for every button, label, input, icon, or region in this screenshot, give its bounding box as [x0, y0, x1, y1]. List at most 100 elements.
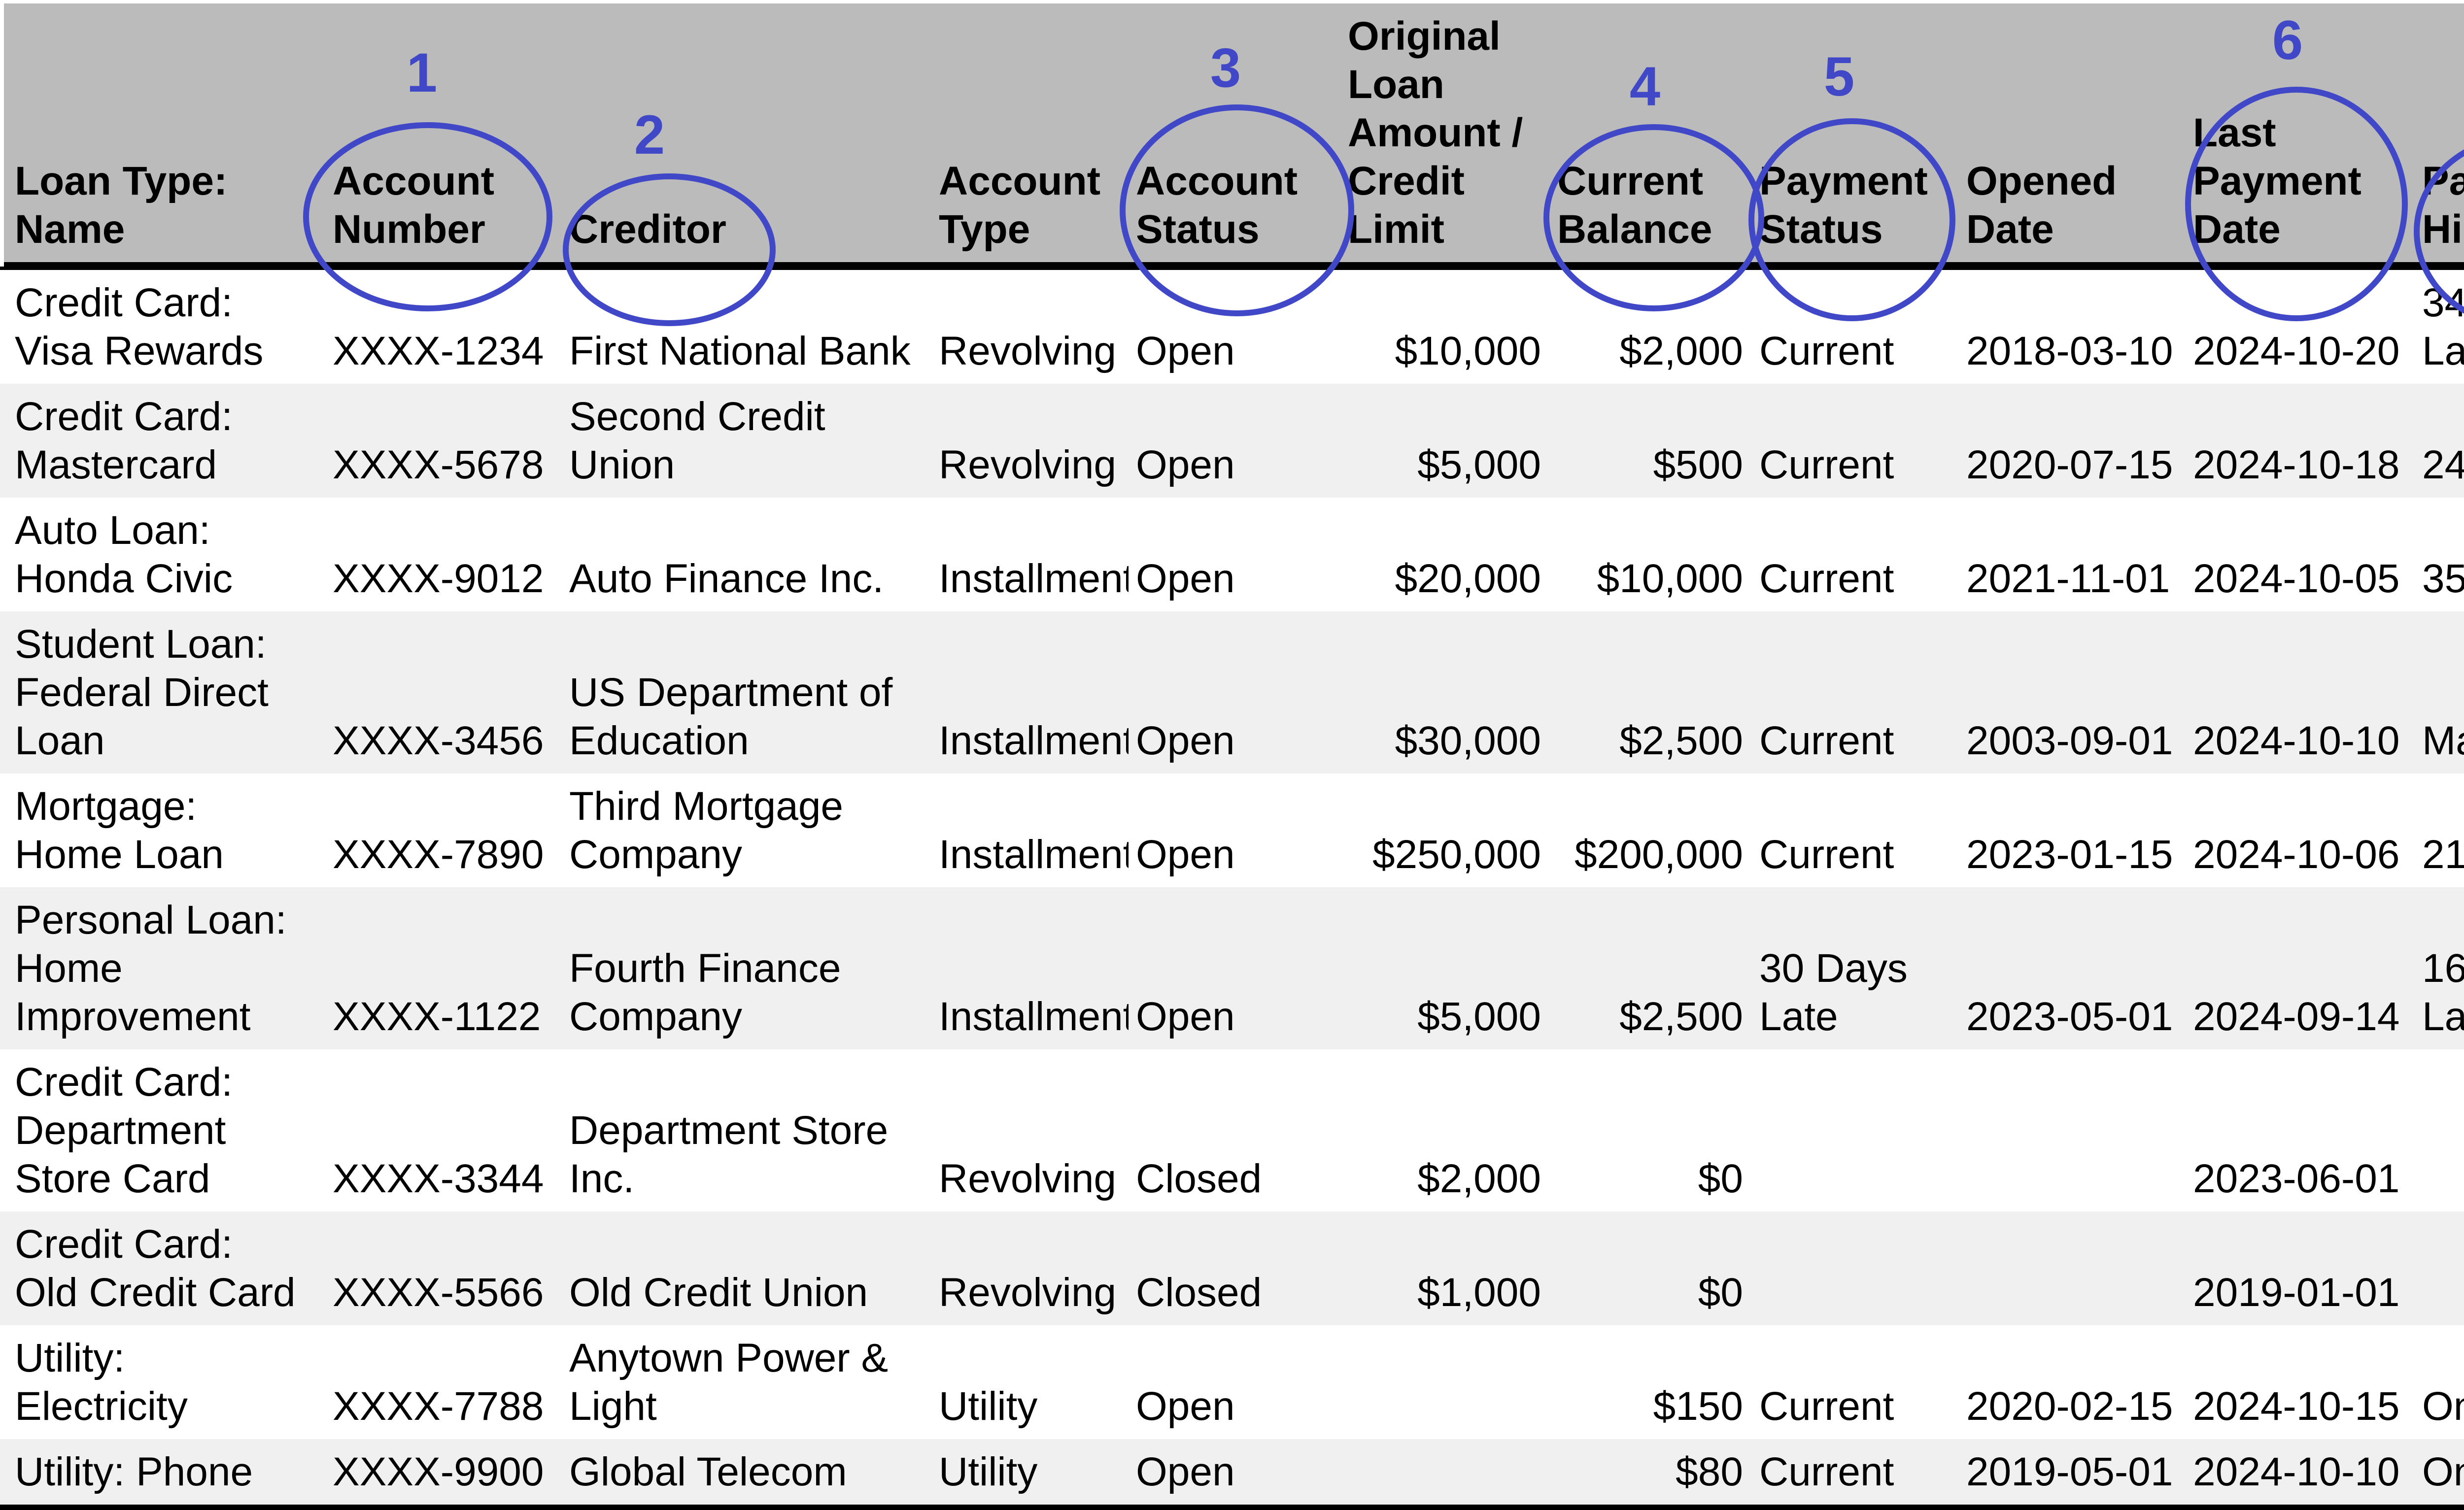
- table-row: Credit Card: Old Credit Card XXXX-5566 O…: [0, 1211, 2464, 1325]
- cell-account-type: Revolving: [931, 384, 1129, 498]
- cell-creditor: Global Telecom: [562, 1439, 931, 1510]
- cell-original-amount: [1340, 1439, 1550, 1510]
- cell-current-balance: $500: [1550, 384, 1752, 498]
- annotation-number-5: 5: [1823, 46, 1855, 107]
- cell-payment-status: [1752, 1211, 1959, 1325]
- cell-current-balance: $2,500: [1550, 887, 1752, 1049]
- cell-account-type: Revolving: [931, 266, 1129, 384]
- cell-payment-history: 21 On Time: [2415, 773, 2464, 887]
- cell-opened-date: [1959, 1211, 2186, 1325]
- cell-account-number: XXXX-7788: [325, 1325, 562, 1439]
- cell-loan-type: Mortgage: Home Loan: [0, 773, 325, 887]
- page-margin-top: [0, 0, 2464, 3]
- table-row: Personal Loan: Home Improvement XXXX-112…: [0, 887, 2464, 1049]
- cell-payment-history: 16 On Time, 1 Late (30 days): [2415, 887, 2464, 1049]
- cell-account-status: Open: [1129, 498, 1340, 611]
- cell-account-type: Revolving: [931, 1211, 1129, 1325]
- cell-account-number: XXXX-3344: [325, 1049, 562, 1211]
- cell-creditor: Department Store Inc.: [562, 1049, 931, 1211]
- table-row: Utility: Electricity XXXX-7788 Anytown P…: [0, 1325, 2464, 1439]
- cell-account-type: Utility: [931, 1325, 1129, 1439]
- cell-opened-date: [1959, 1049, 2186, 1211]
- cell-loan-type: Utility: Phone: [0, 1439, 325, 1510]
- cell-payment-status: Current: [1752, 611, 1959, 773]
- annotation-ellipse-account-status: [1120, 104, 1354, 316]
- cell-last-payment-date: 2019-01-01: [2186, 1211, 2415, 1325]
- cell-loan-type: Personal Loan: Home Improvement: [0, 887, 325, 1049]
- cell-opened-date: 2023-01-15: [1959, 773, 2186, 887]
- cell-opened-date: 2019-05-01: [1959, 1439, 2186, 1510]
- col-header-loan-type: Loan Type: Name: [0, 3, 325, 270]
- cell-original-amount: $250,000: [1340, 773, 1550, 887]
- cell-original-amount: $20,000: [1340, 498, 1550, 611]
- col-header-original-amount: Original Loan Amount / Credit Limit: [1340, 3, 1550, 270]
- annotation-number-4: 4: [1629, 56, 1661, 117]
- cell-payment-history: On Time: [2415, 1439, 2464, 1510]
- cell-account-status: Open: [1129, 887, 1340, 1049]
- cell-original-amount: $10,000: [1340, 266, 1550, 384]
- cell-payment-history: 24 On Time: [2415, 384, 2464, 498]
- table-row: Utility: Phone XXXX-9900 Global Telecom …: [0, 1439, 2464, 1510]
- cell-payment-history: [2415, 1211, 2464, 1325]
- cell-payment-status: 30 Days Late: [1752, 887, 1959, 1049]
- cell-account-status: Closed: [1129, 1211, 1340, 1325]
- cell-last-payment-date: 2024-10-10: [2186, 611, 2415, 773]
- cell-last-payment-date: 2024-10-06: [2186, 773, 2415, 887]
- cell-opened-date: 2021-11-01: [1959, 498, 2186, 611]
- table-row: Auto Loan: Honda Civic XXXX-9012 Auto Fi…: [0, 498, 2464, 611]
- annotation-number-2: 2: [634, 104, 665, 166]
- cell-account-number: XXXX-9900: [325, 1439, 562, 1510]
- cell-creditor: Auto Finance Inc.: [562, 498, 931, 611]
- cell-loan-type: Credit Card: Department Store Card: [0, 1049, 325, 1211]
- annotation-ellipse-account-number: [303, 122, 552, 311]
- cell-loan-type: Credit Card: Old Credit Card: [0, 1211, 325, 1325]
- cell-account-status: Open: [1129, 611, 1340, 773]
- cell-last-payment-date: 2024-10-18: [2186, 384, 2415, 498]
- cell-last-payment-date: 2024-10-15: [2186, 1325, 2415, 1439]
- cell-payment-status: Current: [1752, 1439, 1959, 1510]
- cell-opened-date: 2003-09-01: [1959, 611, 2186, 773]
- cell-payment-history: 35 On Time: [2415, 498, 2464, 611]
- cell-loan-type: Credit Card: Visa Rewards: [0, 266, 325, 384]
- cell-current-balance: $200,000: [1550, 773, 1752, 887]
- table-row: Mortgage: Home Loan XXXX-7890 Third Mort…: [0, 773, 2464, 887]
- cell-account-type: Installment: [931, 498, 1129, 611]
- cell-account-number: XXXX-5678: [325, 384, 562, 498]
- annotation-ellipse-last-payment-date: [2185, 87, 2408, 321]
- cell-original-amount: $5,000: [1340, 384, 1550, 498]
- cell-last-payment-date: 2024-10-05: [2186, 498, 2415, 611]
- cell-account-number: XXXX-1122: [325, 887, 562, 1049]
- cell-creditor: Third Mortgage Company: [562, 773, 931, 887]
- cell-account-number: XXXX-3456: [325, 611, 562, 773]
- cell-creditor: US Department of Education: [562, 611, 931, 773]
- table-row: Student Loan: Federal Direct Loan XXXX-3…: [0, 611, 2464, 773]
- annotation-ellipse-creditor: [563, 173, 776, 326]
- cell-creditor: Fourth Finance Company: [562, 887, 931, 1049]
- cell-last-payment-date: 2024-10-10: [2186, 1439, 2415, 1510]
- cell-last-payment-date: 2024-09-14: [2186, 887, 2415, 1049]
- cell-creditor: Second Credit Union: [562, 384, 931, 498]
- cell-account-status: Open: [1129, 384, 1340, 498]
- cell-account-number: XXXX-5566: [325, 1211, 562, 1325]
- cell-payment-history: [2415, 1049, 2464, 1211]
- col-header-opened-date: Opened Date: [1959, 3, 2186, 270]
- cell-current-balance: $80: [1550, 1439, 1752, 1510]
- cell-loan-type: Credit Card: Mastercard: [0, 384, 325, 498]
- cell-original-amount: $1,000: [1340, 1211, 1550, 1325]
- cell-payment-history: On Time: [2415, 1325, 2464, 1439]
- cell-current-balance: $10,000: [1550, 498, 1752, 611]
- cell-last-payment-date: 2023-06-01: [2186, 1049, 2415, 1211]
- annotation-number-1: 1: [406, 42, 438, 103]
- cell-account-status: Closed: [1129, 1049, 1340, 1211]
- cell-account-type: Revolving: [931, 1049, 1129, 1211]
- cell-account-number: XXXX-9012: [325, 498, 562, 611]
- cell-opened-date: 2018-03-10: [1959, 266, 2186, 384]
- annotation-ellipse-current-balance: [1543, 124, 1764, 311]
- cell-payment-status: Current: [1752, 1325, 1959, 1439]
- cell-account-number: XXXX-7890: [325, 773, 562, 887]
- cell-account-type: Installment: [931, 773, 1129, 887]
- cell-loan-type: Auto Loan: Honda Civic: [0, 498, 325, 611]
- annotation-number-6: 6: [2272, 9, 2303, 71]
- cell-original-amount: [1340, 1325, 1550, 1439]
